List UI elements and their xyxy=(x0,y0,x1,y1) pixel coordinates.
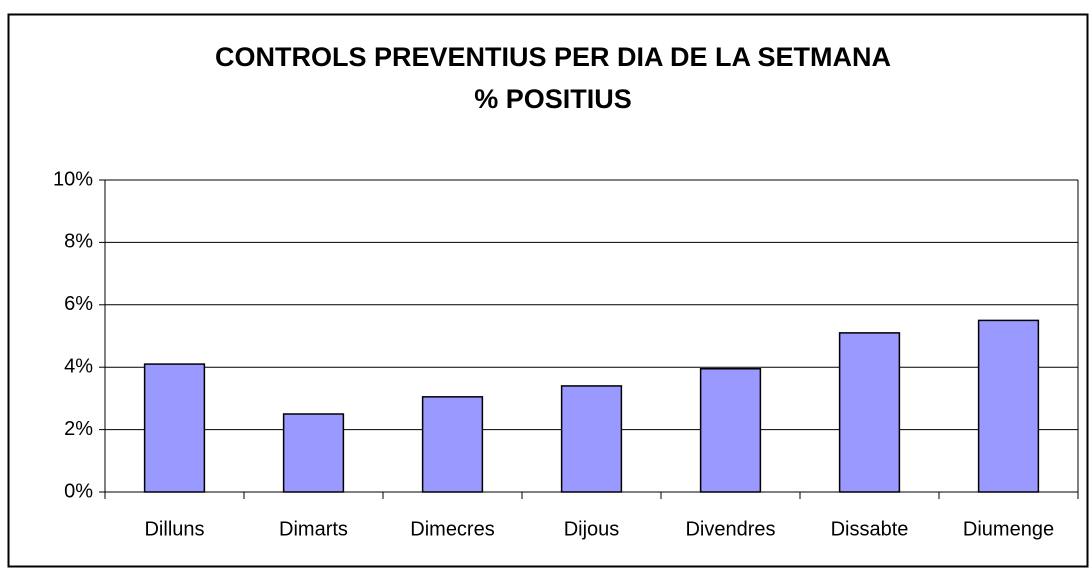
bar xyxy=(699,368,762,493)
x-tick-label: Dissabte xyxy=(831,518,909,540)
chart-title: CONTROLS PREVENTIUS PER DIA DE LA SETMAN… xyxy=(215,42,891,72)
bar xyxy=(977,319,1040,493)
chart-subtitle: % POSITIUS xyxy=(474,84,632,114)
bar xyxy=(560,385,623,493)
bar xyxy=(421,396,484,493)
x-tick-label: Dijous xyxy=(564,518,620,540)
x-tick-label: Divendres xyxy=(685,518,775,540)
y-tick-label: 6% xyxy=(64,293,93,315)
bar xyxy=(838,332,901,493)
x-tick-label: Dimarts xyxy=(279,518,348,540)
y-tick-label: 4% xyxy=(64,355,93,377)
x-tick-label: Dilluns xyxy=(144,518,204,540)
x-tick-label: Dimecres xyxy=(410,518,494,540)
y-tick-label: 0% xyxy=(64,480,93,502)
x-tick-label: Diumenge xyxy=(963,518,1054,540)
bar xyxy=(143,363,206,493)
y-tick-label: 2% xyxy=(64,418,93,440)
y-tick-label: 10% xyxy=(53,168,93,190)
y-tick-label: 8% xyxy=(64,231,93,253)
bar xyxy=(282,413,345,493)
